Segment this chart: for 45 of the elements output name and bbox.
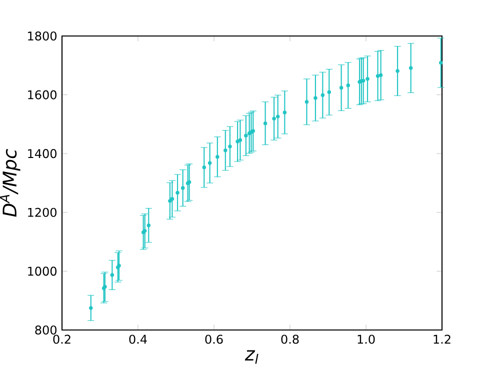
point xyxy=(202,166,206,170)
point xyxy=(314,96,318,100)
x-tick-label: 0.8 xyxy=(281,334,299,344)
y-tick-label: 1200 xyxy=(28,208,56,217)
point xyxy=(276,114,280,118)
point xyxy=(146,223,151,228)
point xyxy=(238,138,242,142)
point xyxy=(327,90,332,94)
point xyxy=(339,86,344,90)
x-axis-title: z$_{l}$ xyxy=(244,350,258,364)
point xyxy=(224,148,228,152)
point xyxy=(396,69,400,73)
point xyxy=(320,93,325,97)
y-tick-label: 1800 xyxy=(28,31,56,41)
point xyxy=(168,199,172,203)
x-tick-label: 0.6 xyxy=(205,334,223,344)
y-tick-label: 800 xyxy=(35,325,56,335)
point xyxy=(244,134,248,138)
point xyxy=(439,60,443,65)
point xyxy=(366,77,370,81)
point xyxy=(208,161,212,165)
point xyxy=(176,190,180,195)
point xyxy=(89,306,93,310)
x-tick-label: 1.2 xyxy=(434,334,450,344)
point xyxy=(263,121,268,126)
y-tick-label: 1600 xyxy=(28,90,56,100)
y-axis-title: D$^{A}$/Mpc xyxy=(0,148,20,217)
point xyxy=(346,84,350,88)
point xyxy=(304,100,309,104)
point xyxy=(272,116,276,120)
point xyxy=(216,154,220,159)
point xyxy=(282,110,287,114)
point xyxy=(170,197,174,201)
point xyxy=(228,144,232,148)
point xyxy=(378,73,383,77)
y-tick-label: 1400 xyxy=(28,149,56,158)
y-tick-label: 1000 xyxy=(28,266,56,276)
point xyxy=(376,74,380,78)
point xyxy=(236,140,240,144)
point xyxy=(180,186,185,190)
x-tick-label: 0.2 xyxy=(53,334,70,344)
point xyxy=(110,273,114,277)
x-tick-label: 0.4 xyxy=(129,334,147,344)
point xyxy=(408,66,413,70)
x-tick-label: 1.0 xyxy=(358,334,375,344)
